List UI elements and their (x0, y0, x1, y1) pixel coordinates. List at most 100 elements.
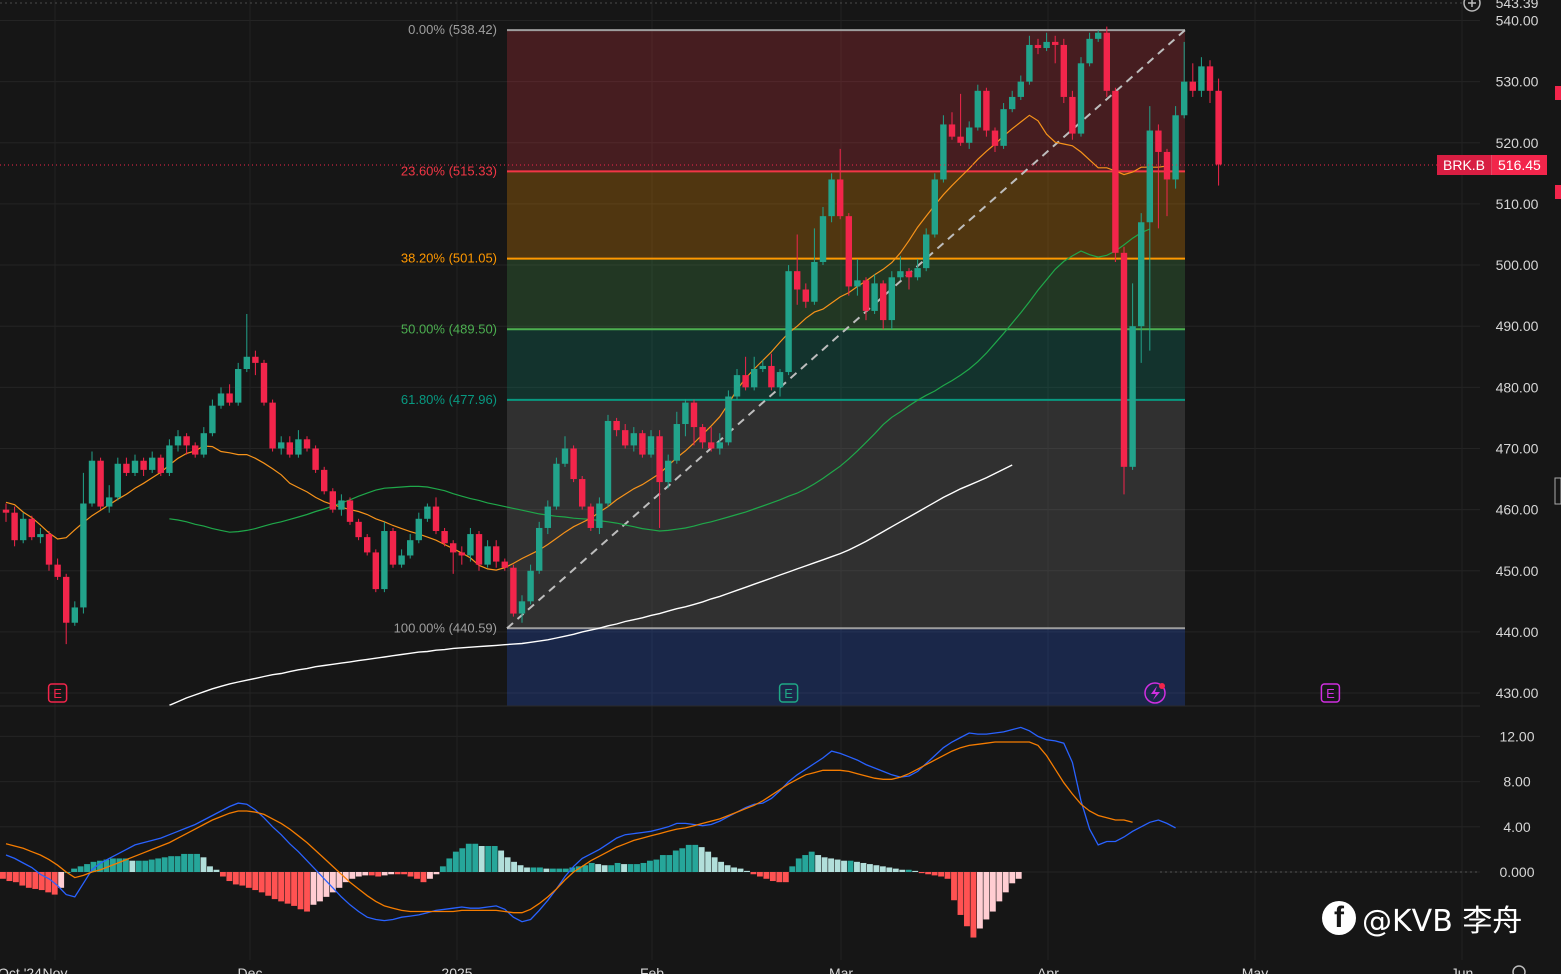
candle-body (647, 436, 655, 455)
candle-body (1172, 115, 1179, 180)
candle-body (871, 283, 878, 311)
macd-histogram-bar (427, 872, 433, 879)
earnings-marker (778, 683, 799, 703)
macd-histogram-bar (304, 872, 310, 912)
candle-body (819, 216, 827, 263)
candle-body (1120, 252, 1128, 467)
candle-body (209, 405, 216, 434)
macd-histogram-bar (401, 872, 408, 875)
macd-histogram-bar (672, 850, 679, 872)
candle-body (613, 420, 620, 431)
macd-histogram-bar (504, 857, 511, 872)
macd-histogram-bar (317, 872, 323, 902)
price-axis[interactable]: 540.00 530.00 520.00 510.00 500.00 490.00 480.… (1496, 13, 1539, 881)
macd-histogram-bar (472, 843, 479, 872)
last-price-label: 516.45 (1492, 155, 1547, 175)
fibonacci-extension-zone (507, 628, 1185, 706)
candle-body (656, 436, 663, 483)
last-price-tag: BRK.B 516.45 (1437, 155, 1547, 175)
candle-body (854, 280, 861, 287)
price-tick-label: 470.00 (1496, 440, 1539, 456)
macd-histogram-bar (724, 865, 731, 872)
macd-histogram-bar (834, 859, 841, 872)
candle-body (458, 552, 465, 556)
candle-body (897, 271, 904, 278)
macd-histogram-bar (912, 870, 919, 872)
price-tick-label: 460.00 (1496, 502, 1539, 518)
dividend-icon (1144, 682, 1166, 704)
candle-body (940, 124, 947, 180)
macd-histogram-bar (258, 872, 265, 893)
macd-histogram-bar (459, 848, 466, 872)
macd-histogram-bar (161, 857, 168, 872)
candle-body (475, 534, 483, 565)
candle-body (192, 445, 199, 455)
candle-body (45, 534, 53, 565)
macd-histogram-bar (297, 872, 304, 910)
candle-body (510, 567, 517, 614)
macd-histogram-bar (601, 865, 608, 872)
add-alert-icon[interactable] (1463, 0, 1481, 12)
time-tick-label: Mar (829, 965, 853, 974)
candle-body (1146, 130, 1153, 223)
macd-histogram-bar (789, 866, 796, 872)
macd-histogram-bar (336, 872, 343, 888)
macd-tick-label: 12.00 (1499, 728, 1534, 744)
settings-icon[interactable] (1512, 965, 1526, 974)
candle-body (682, 402, 689, 425)
macd-histogram-bar (1009, 872, 1016, 884)
candle-body (286, 442, 293, 455)
macd-histogram-bar (58, 872, 65, 888)
fib-level-label: 0.00% (538.42) (408, 22, 497, 37)
fibonacci-trend-line[interactable] (506, 29, 1186, 630)
candle-body (553, 463, 560, 507)
candle-body (1000, 109, 1007, 146)
candle-body (467, 534, 474, 556)
macd-histogram-bar (38, 872, 45, 891)
macd-histogram-bar (1002, 872, 1009, 893)
candle-body (914, 268, 921, 278)
candle-body (97, 460, 104, 507)
candle-body (1043, 41, 1050, 49)
macd-histogram-bar (582, 865, 589, 872)
candle-body (389, 531, 397, 565)
candle-body (140, 460, 147, 470)
macd-histogram-bar (744, 870, 750, 872)
macd-histogram-bar (892, 868, 899, 872)
macd-histogram-bar (239, 872, 246, 886)
macd-histogram-bar (524, 867, 530, 872)
candle-body (544, 506, 551, 528)
scroll-handle[interactable] (1554, 477, 1561, 505)
macd-histogram-bar (478, 846, 485, 872)
macd-histogram-bar (25, 872, 32, 888)
candle-body (536, 527, 543, 571)
macd-histogram-bar (692, 844, 699, 872)
macd-histogram-bar (685, 844, 692, 872)
macd-histogram-bar (375, 872, 382, 877)
candle-body (768, 365, 775, 388)
macd-histogram-bar (433, 872, 440, 875)
price-tick-label: 540.00 (1496, 13, 1539, 29)
macd-histogram-bar (155, 858, 162, 872)
candle-body (2, 509, 10, 513)
ma-long-line (169, 464, 1013, 706)
candle-body (785, 271, 792, 373)
macd-histogram-bar (168, 856, 175, 872)
macd-histogram-bar (310, 872, 317, 905)
macd-histogram-bar (718, 861, 725, 872)
macd-histogram-bar (925, 872, 932, 875)
macd-histogram-bar (854, 861, 860, 872)
candle-body (708, 442, 715, 449)
macd-histogram-bar (407, 872, 414, 877)
macd-histogram-bar (71, 868, 78, 872)
macd-histogram-bar (45, 872, 52, 893)
candle-body (845, 216, 852, 287)
macd-histogram-bar (763, 872, 770, 879)
candle-body (794, 271, 801, 290)
macd-histogram-bar (368, 872, 375, 876)
price-tick-label: 520.00 (1496, 135, 1539, 151)
macd-histogram-bar (84, 864, 90, 872)
fib-level-label: 50.00% (489.50) (401, 321, 497, 336)
